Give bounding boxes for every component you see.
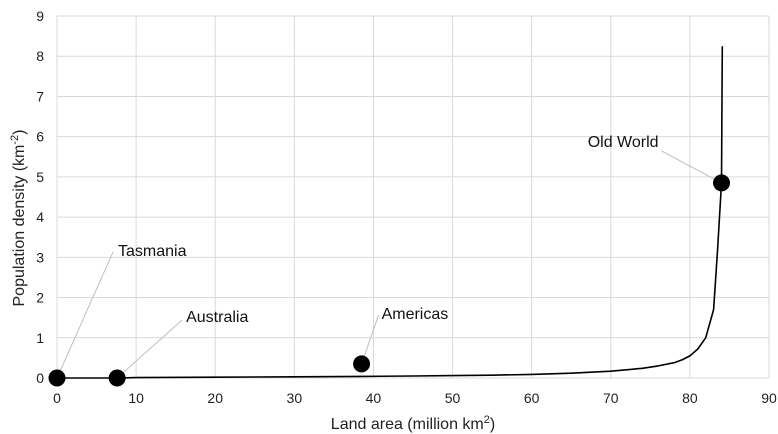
series-layer	[57, 46, 724, 379]
x-tick-labels: 0 10 20 30 40 50 60 70 80 90	[53, 390, 777, 406]
data-point	[353, 355, 371, 373]
x-tick-label: 10	[128, 390, 144, 406]
series-line	[57, 46, 724, 379]
annotations-layer: Tasmania Australia Americas Old World	[48, 134, 731, 387]
x-tick-label: 90	[761, 390, 777, 406]
point-label: Australia	[186, 309, 248, 326]
x-tick-label: 80	[682, 390, 698, 406]
x-tick-label: 50	[445, 390, 461, 406]
y-tick-label: 7	[36, 88, 44, 104]
data-point	[48, 369, 66, 387]
leader-line	[56, 251, 114, 379]
y-tick-label: 9	[36, 8, 44, 24]
y-tick-label: 6	[36, 129, 44, 145]
x-tick-label: 30	[287, 390, 303, 406]
point-label: Old World	[588, 134, 659, 151]
y-axis-title: Population density (km-2)	[9, 130, 28, 307]
x-tick-label: 20	[207, 390, 223, 406]
x-tick-label: 0	[53, 390, 61, 406]
y-tick-label: 4	[36, 209, 44, 225]
grid	[56, 15, 770, 379]
x-axis-title: Land area (million km2)	[331, 414, 495, 433]
leader-line	[116, 319, 183, 379]
y-tick-label: 5	[36, 169, 44, 185]
point-label: Tasmania	[118, 243, 187, 260]
data-point	[108, 369, 126, 387]
y-tick-label: 0	[36, 370, 44, 386]
leader-line	[661, 150, 722, 184]
x-tick-label: 60	[524, 390, 540, 406]
y-tick-label: 2	[36, 290, 44, 306]
y-tick-label: 1	[36, 330, 44, 346]
y-tick-label: 3	[36, 249, 44, 265]
x-tick-label: 40	[366, 390, 382, 406]
x-tick-label: 70	[603, 390, 619, 406]
y-tick-label: 8	[36, 48, 44, 64]
y-tick-labels: 0 1 2 3 4 5 6 7 8 9	[36, 8, 44, 386]
data-point	[713, 174, 731, 192]
point-label: Americas	[382, 306, 449, 323]
leader-line	[361, 314, 380, 365]
